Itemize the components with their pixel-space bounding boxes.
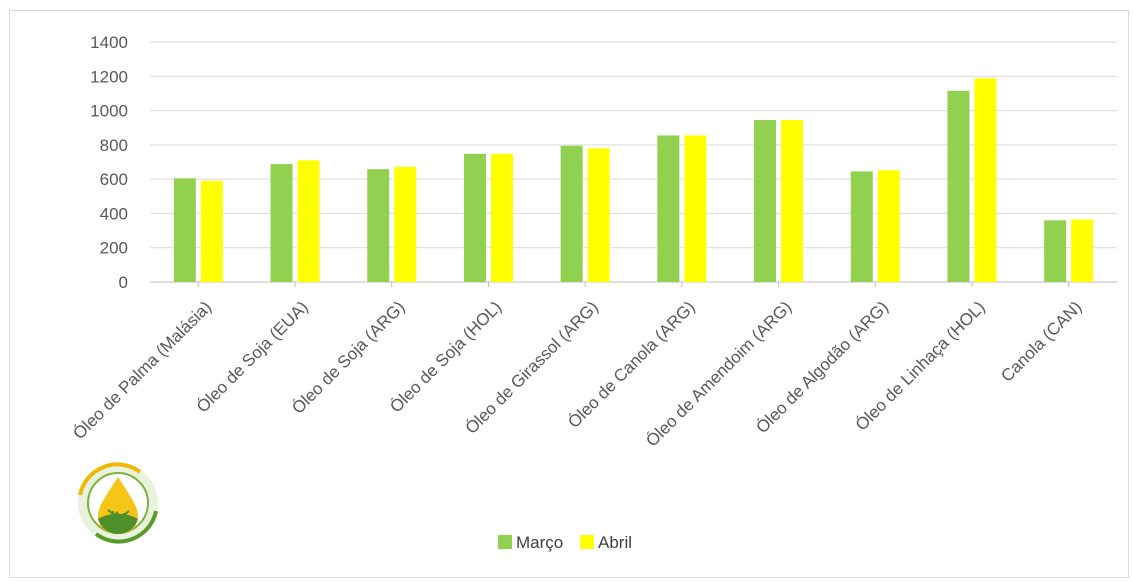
bar-abril <box>684 135 706 282</box>
x-category-label: Canola (CAN) <box>997 297 1085 385</box>
bar-abril <box>588 148 610 282</box>
bar-marco <box>947 91 969 282</box>
bar-marco <box>367 169 389 282</box>
bar-abril <box>781 120 803 282</box>
bar-abril <box>974 78 996 282</box>
legend: Março Abril <box>498 533 632 552</box>
y-tick-label: 1400 <box>90 33 128 52</box>
bar-marco <box>174 178 196 282</box>
legend-swatch-marco <box>498 535 512 549</box>
bar-marco <box>851 171 873 282</box>
y-tick-label: 400 <box>100 204 128 223</box>
gridlines <box>150 42 1117 282</box>
y-tick-label: 0 <box>119 273 128 292</box>
bar-abril <box>878 170 900 282</box>
bars <box>174 78 1093 282</box>
y-tick-label: 800 <box>100 136 128 155</box>
y-tick-label: 1200 <box>90 67 128 86</box>
bar-abril <box>491 154 513 282</box>
legend-label-abril: Abril <box>598 533 632 552</box>
bar-marco <box>657 135 679 282</box>
y-tick-label: 1000 <box>90 102 128 121</box>
x-category-label: Óleo de Palma (Malásia) <box>69 297 215 443</box>
bar-marco <box>754 120 776 282</box>
legend-swatch-abril <box>580 535 594 549</box>
bar-abril <box>298 160 320 282</box>
y-tick-label: 600 <box>100 170 128 189</box>
bar-abril <box>1071 219 1093 282</box>
bar-marco <box>561 146 583 282</box>
legend-label-marco: Março <box>516 533 563 552</box>
bar-abril <box>394 167 416 282</box>
x-axis: Óleo de Palma (Malásia)Óleo de Soja (EUA… <box>69 282 1085 450</box>
bar-marco <box>464 154 486 282</box>
logo-icon <box>78 463 158 543</box>
y-tick-label: 200 <box>100 239 128 258</box>
bar-marco <box>1044 220 1066 282</box>
bar-marco <box>271 164 293 282</box>
y-axis: 0 200 400 600 800 1000 1200 1400 <box>90 33 128 292</box>
bar-abril <box>201 181 223 282</box>
